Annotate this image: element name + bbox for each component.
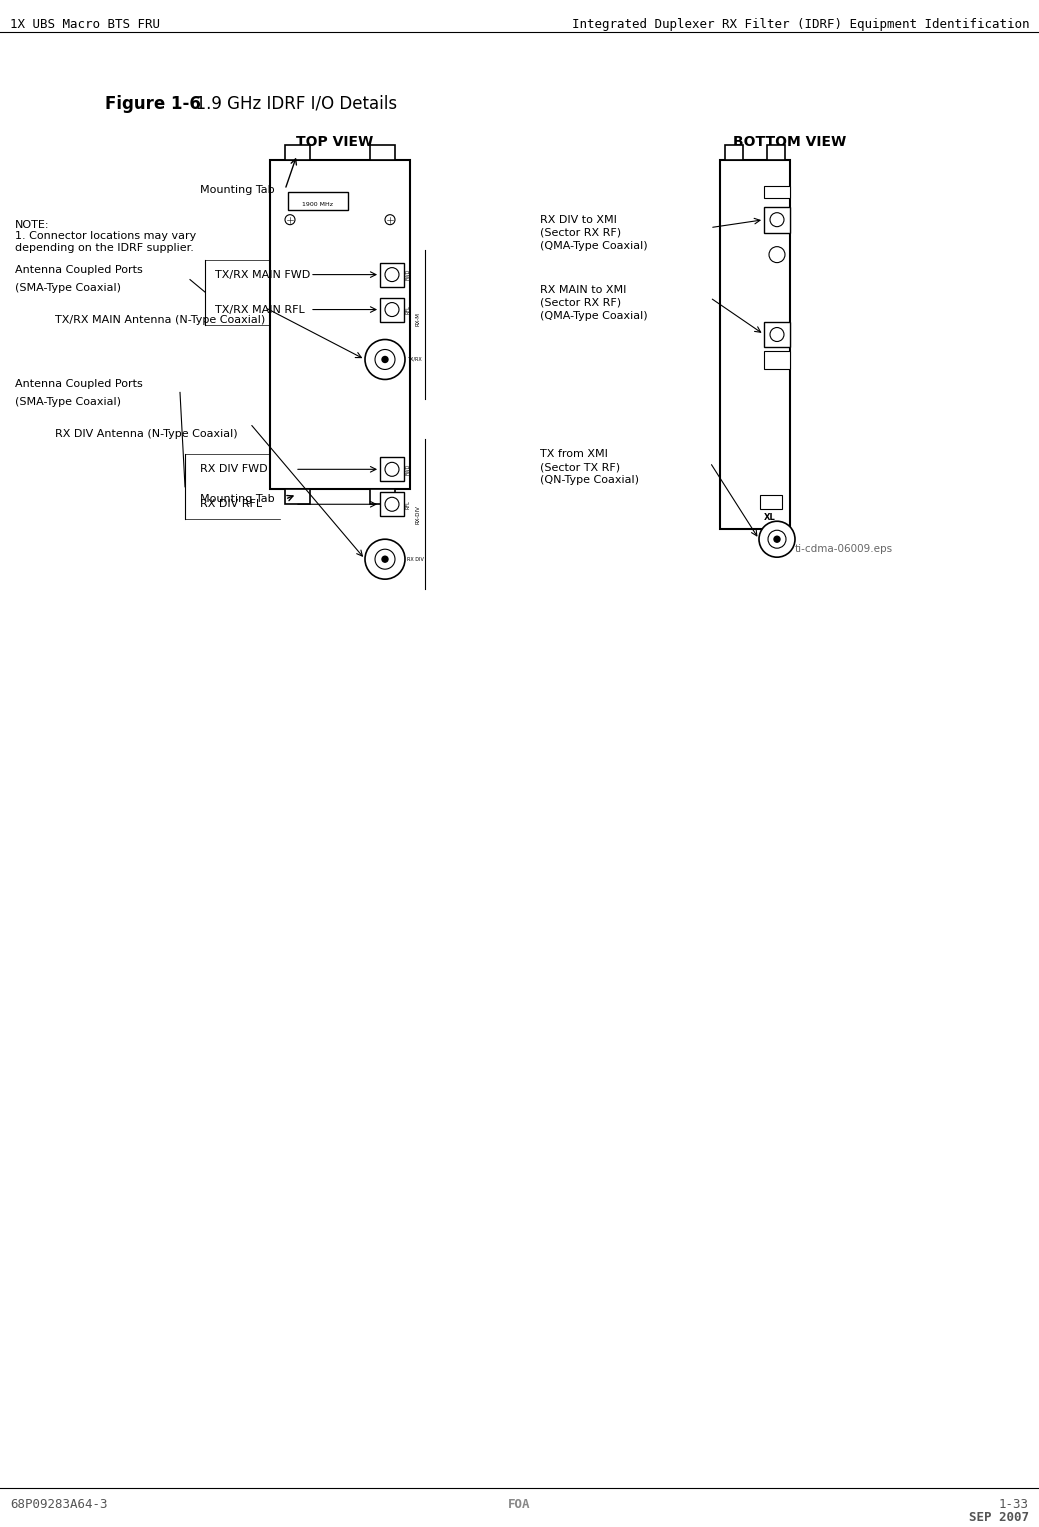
- Text: XL: XL: [764, 513, 776, 522]
- Text: RX DIV Antenna (N-Type Coaxial): RX DIV Antenna (N-Type Coaxial): [55, 429, 238, 440]
- Text: RX-M: RX-M: [415, 313, 420, 327]
- Circle shape: [385, 302, 399, 316]
- Circle shape: [365, 339, 405, 379]
- Text: TX/RX MAIN FWD: TX/RX MAIN FWD: [215, 270, 311, 279]
- Text: TX/RX MAIN Antenna (N-Type Coaxial): TX/RX MAIN Antenna (N-Type Coaxial): [55, 315, 265, 325]
- Circle shape: [385, 498, 399, 512]
- Bar: [380, 298, 404, 322]
- Bar: [285, 145, 310, 160]
- Text: TX/RX: TX/RX: [407, 357, 422, 362]
- Circle shape: [770, 212, 784, 226]
- Bar: [764, 186, 790, 197]
- Text: (SMA-Type Coaxial): (SMA-Type Coaxial): [15, 282, 121, 293]
- Text: NOTE:
1. Connector locations may vary
depending on the IDRF supplier.: NOTE: 1. Connector locations may vary de…: [15, 220, 196, 253]
- Text: TX/RX MAIN RFL: TX/RX MAIN RFL: [215, 304, 304, 315]
- Text: Mounting Tab: Mounting Tab: [199, 495, 274, 504]
- Text: (Sector RX RF): (Sector RX RF): [540, 228, 621, 238]
- Bar: [370, 145, 395, 160]
- Text: 68P09283A64-3: 68P09283A64-3: [10, 1498, 107, 1510]
- Text: RX DIV: RX DIV: [407, 557, 424, 562]
- Text: TX from XMI: TX from XMI: [540, 449, 608, 460]
- Bar: [764, 206, 790, 232]
- Text: RFL: RFL: [406, 305, 411, 315]
- Bar: [725, 145, 743, 160]
- Bar: [380, 457, 404, 481]
- Text: (QN-Type Coaxial): (QN-Type Coaxial): [540, 475, 639, 486]
- Bar: [380, 263, 404, 287]
- Text: (Sector RX RF): (Sector RX RF): [540, 298, 621, 307]
- Text: 1900 MHz: 1900 MHz: [302, 202, 334, 206]
- Circle shape: [375, 350, 395, 370]
- Text: RX DIV RFL: RX DIV RFL: [199, 499, 262, 510]
- Circle shape: [770, 327, 784, 342]
- Circle shape: [385, 463, 399, 476]
- Bar: [370, 489, 395, 504]
- Text: Mounting Tab: Mounting Tab: [199, 185, 274, 195]
- Text: FOA: FOA: [508, 1498, 530, 1510]
- Circle shape: [768, 530, 785, 548]
- Circle shape: [385, 267, 399, 281]
- Text: Figure 1-6: Figure 1-6: [105, 95, 201, 113]
- Text: BOTTOM VIEW: BOTTOM VIEW: [734, 134, 847, 148]
- Text: 1-33: 1-33: [1000, 1498, 1029, 1510]
- Text: RX DIV to XMI: RX DIV to XMI: [540, 215, 617, 224]
- Text: RX MAIN to XMI: RX MAIN to XMI: [540, 284, 627, 295]
- Bar: [764, 322, 790, 348]
- Bar: [767, 145, 785, 160]
- Bar: [720, 160, 790, 530]
- Text: (QMA-Type Coaxial): (QMA-Type Coaxial): [540, 310, 647, 321]
- Text: TOP VIEW: TOP VIEW: [296, 134, 374, 148]
- Text: RX DIV FWD: RX DIV FWD: [199, 464, 268, 475]
- Text: SEP 2007: SEP 2007: [969, 1510, 1029, 1524]
- Text: Antenna Coupled Ports: Antenna Coupled Ports: [15, 264, 142, 275]
- Text: (Sector TX RF): (Sector TX RF): [540, 463, 620, 472]
- Bar: [760, 495, 782, 510]
- Circle shape: [382, 356, 388, 362]
- Circle shape: [285, 215, 295, 224]
- Text: RFL: RFL: [406, 499, 411, 508]
- Text: Antenna Coupled Ports: Antenna Coupled Ports: [15, 379, 142, 389]
- Text: FWD: FWD: [406, 464, 411, 475]
- Text: (QMA-Type Coaxial): (QMA-Type Coaxial): [540, 241, 647, 250]
- Text: 1X UBS Macro BTS FRU: 1X UBS Macro BTS FRU: [10, 18, 160, 31]
- Circle shape: [365, 539, 405, 579]
- Circle shape: [375, 550, 395, 570]
- Bar: [764, 351, 790, 370]
- Text: Integrated Duplexer RX Filter (IDRF) Equipment Identification: Integrated Duplexer RX Filter (IDRF) Equ…: [571, 18, 1029, 31]
- Bar: [270, 160, 410, 489]
- Bar: [285, 489, 310, 504]
- Circle shape: [382, 556, 388, 562]
- Circle shape: [760, 521, 795, 557]
- Text: ti-cdma-06009.eps: ti-cdma-06009.eps: [795, 544, 894, 554]
- Circle shape: [385, 215, 395, 224]
- Text: RX-DIV: RX-DIV: [415, 505, 420, 524]
- Text: (SMA-Type Coaxial): (SMA-Type Coaxial): [15, 397, 121, 408]
- Text: FWD: FWD: [406, 269, 411, 281]
- Text: 1.9 GHz IDRF I/O Details: 1.9 GHz IDRF I/O Details: [185, 95, 397, 113]
- Circle shape: [769, 247, 785, 263]
- Bar: [288, 192, 348, 209]
- Bar: [380, 492, 404, 516]
- Circle shape: [774, 536, 780, 542]
